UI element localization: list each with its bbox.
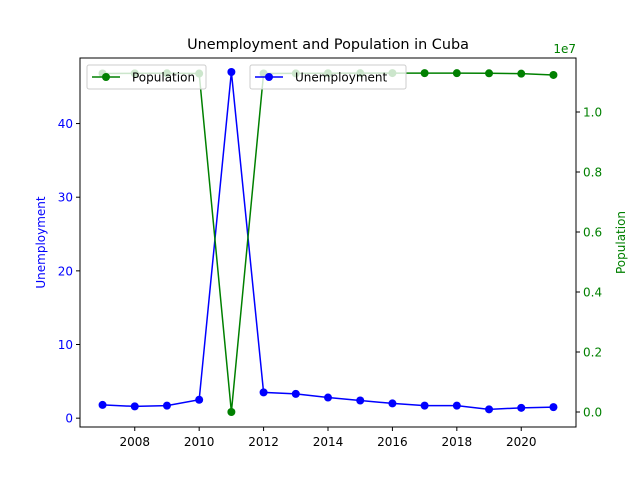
x-tick-label: 2012 [248, 435, 279, 449]
plot-frame [79, 57, 577, 428]
unemployment-point [517, 403, 526, 412]
unemployment-point [420, 401, 429, 410]
unemployment-point [549, 403, 558, 412]
unemployment-point [485, 405, 494, 414]
legend-label-population: Population [132, 71, 195, 85]
left-tick-label: 40 [58, 117, 73, 131]
unemployment-point [227, 67, 236, 76]
population-point [452, 69, 461, 78]
legend-population: Population [86, 64, 207, 90]
unemployment-point [291, 389, 300, 398]
population-point [420, 69, 429, 78]
chart-title: Unemployment and Population in Cuba [187, 37, 469, 53]
series-unemployment [98, 67, 558, 414]
left-tick-label: 20 [58, 264, 73, 278]
right-tick-label: 0.0 [583, 406, 602, 420]
population-point [549, 70, 558, 79]
unemployment-point [195, 395, 204, 404]
unemployment-point [356, 396, 365, 405]
x-tick-label: 2016 [377, 435, 408, 449]
right-axis-multiplier: 1e7 [553, 42, 576, 56]
right-y-axis: 0.0 0.2 0.4 0.6 0.8 1.0 [576, 106, 602, 420]
right-tick-label: 0.8 [583, 166, 602, 180]
right-tick-label: 1.0 [583, 106, 602, 120]
legend-swatch-marker [102, 73, 110, 81]
population-point [485, 69, 494, 78]
x-tick-label: 2020 [506, 435, 537, 449]
right-tick-label: 0.2 [583, 346, 602, 360]
legend-unemployment: Unemployment [249, 64, 407, 90]
legend-label-unemployment: Unemployment [295, 71, 388, 85]
unemployment-point [324, 393, 332, 402]
legend-box [86, 64, 207, 90]
unemployment-point [130, 402, 139, 411]
population-point [517, 69, 526, 78]
unemployment-point [388, 399, 397, 408]
right-tick-label: 0.6 [583, 226, 602, 240]
x-tick-label: 2010 [184, 435, 215, 449]
left-tick-label: 30 [58, 191, 73, 205]
unemployment-point [259, 388, 268, 397]
left-tick-label: 0 [65, 412, 73, 426]
left-tick-label: 10 [58, 338, 73, 352]
unemployment-point [98, 400, 107, 409]
right-y-axis-label: Population [614, 211, 628, 274]
x-tick-label: 2014 [313, 435, 344, 449]
x-axis: 2008 2010 2012 2014 2016 2018 2020 [119, 427, 537, 449]
right-tick-label: 0.4 [583, 286, 602, 300]
x-tick-label: 2018 [442, 435, 473, 449]
legend-box [249, 64, 407, 90]
left-y-axis-label: Unemployment [34, 196, 48, 289]
population-point [227, 408, 236, 416]
left-y-axis: 0 10 20 30 40 [58, 117, 80, 426]
legend-swatch-marker [265, 73, 273, 81]
x-tick-label: 2008 [119, 435, 150, 449]
unemployment-point [452, 401, 461, 410]
unemployment-point [162, 401, 171, 410]
plot-area [80, 58, 576, 427]
